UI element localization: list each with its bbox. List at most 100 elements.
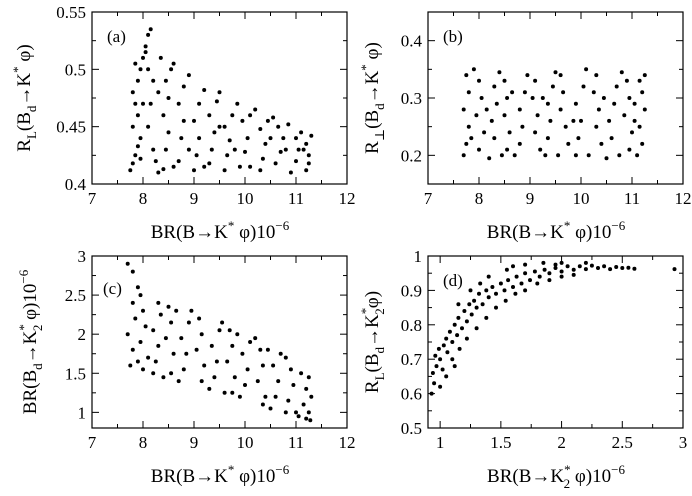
panel-a-point (278, 149, 283, 154)
panel-c-point (248, 340, 253, 344)
panel-d-point (474, 305, 479, 310)
panel-b-point (642, 107, 647, 112)
panel-a-point (207, 113, 212, 118)
panel-b-point (640, 90, 645, 95)
panel-c-x-tick-label: 12 (339, 433, 356, 452)
panel-a-y-tick-label: 0.4 (65, 175, 87, 194)
panel-b-point (502, 113, 507, 118)
panel-b-x-tick-label: 10 (573, 189, 590, 208)
panel-c-point (125, 261, 130, 266)
panel-a-point (146, 67, 151, 72)
panel-b-xlabel: BR(B→K* φ)10−6 (487, 218, 626, 243)
panel-d-point (477, 291, 481, 296)
panel-b-point (477, 147, 481, 152)
panel-c-point (301, 402, 306, 407)
panel-a-point (248, 164, 253, 169)
panel-c-y-tick-label: 1 (78, 403, 87, 422)
panel-a-point (283, 147, 288, 152)
panel-c-point (263, 394, 268, 399)
panel-c-point (294, 410, 298, 415)
panel-a-point (128, 168, 133, 173)
panel-c-point (176, 379, 181, 384)
panel-b-y-tick-label: 0.3 (401, 89, 422, 108)
panel-c-point (156, 343, 161, 348)
panel-c-y-tick-label: 1.5 (65, 364, 86, 383)
panel-a-point (158, 55, 163, 60)
panel-b-point (540, 96, 545, 100)
panel-b-point (561, 90, 566, 95)
panel-b-point (464, 73, 469, 78)
panel-a-point (258, 168, 263, 173)
panel-b-point (474, 113, 479, 118)
panel-d-point (589, 263, 594, 268)
panel-a-point (294, 136, 298, 141)
panel-a-point (309, 133, 314, 138)
panel-b-point (601, 96, 606, 100)
panel-c-point (308, 418, 313, 423)
panel-b-point (637, 78, 642, 83)
panel-b-point (571, 118, 576, 123)
panel-b-x-tick-label: 7 (424, 189, 433, 208)
panel-c-point (304, 386, 309, 391)
panel-c-point (230, 343, 235, 348)
panel-a-point (281, 136, 286, 141)
panel-b-points (461, 67, 647, 161)
panel-b-point (558, 73, 563, 78)
panel-a-point (209, 147, 214, 152)
panel-a-point (161, 167, 166, 172)
panel-c-y-tick-label: 3 (78, 247, 87, 266)
panel-a-point (240, 118, 245, 123)
panel-c-frame (91, 255, 348, 429)
panel-a-point (156, 170, 161, 175)
panel-c-point (237, 394, 242, 399)
panel-c-point (232, 375, 237, 380)
panel-d-point (457, 346, 462, 351)
panel-d-point (523, 262, 528, 267)
panel-d-xlabel: BR(B→K* 2 φ)10−6 (487, 462, 625, 491)
panel-c-point (141, 367, 145, 372)
panel-a-point (169, 67, 174, 72)
panel-b-point (630, 130, 634, 135)
panel-c-point (135, 285, 140, 290)
panel-c-point (151, 371, 156, 376)
panel-b-point (517, 141, 522, 146)
panel-a-point (135, 113, 140, 118)
panel-b-point (609, 136, 614, 141)
panel-b-point (617, 153, 622, 158)
panel-b-point (556, 153, 561, 158)
panel-c-point (271, 363, 276, 368)
panel-a-point (163, 147, 168, 152)
panel-d-x-tick-label: 1.5 (490, 433, 511, 452)
panel-b-point (640, 141, 645, 146)
panel-a-point (135, 78, 140, 83)
panel-c-point (212, 375, 217, 380)
panel-d-point (537, 274, 542, 279)
panel-d-point (433, 353, 438, 358)
panel-d-point (542, 267, 547, 272)
panel-d-point (494, 291, 498, 296)
panel-b-x-tick-label: 8 (475, 189, 484, 208)
panel-c-point (276, 379, 281, 384)
panel-d-point (434, 364, 439, 369)
panel-c-ylabel: BR(Bd→K*2 φ)10−6 (16, 269, 45, 414)
panel-c-point (146, 355, 151, 360)
panel-c-x-tick-label: 8 (139, 433, 148, 452)
panel-d-point (620, 266, 625, 270)
panel-c-point (288, 367, 293, 372)
panel-c-label: (c) (103, 279, 122, 298)
panel-d-point (452, 322, 457, 327)
panel-a-point (166, 130, 171, 135)
panel-a-point (299, 130, 304, 135)
panel-c-point (133, 316, 138, 321)
panel-c-point (304, 416, 309, 421)
svg-text:BR(B→K*2 φ)10−6: BR(B→K* 2 φ)10−6 (487, 462, 625, 491)
panel-c-point (171, 351, 176, 356)
panel-c-point (199, 332, 204, 337)
panel-d-point (503, 298, 508, 303)
panel-a-point (288, 170, 293, 175)
svg-text:BR(B→K* φ)10−6: BR(B→K* φ)10−6 (151, 462, 290, 487)
panel-c-point (283, 355, 288, 360)
panel-d-point (559, 269, 564, 274)
panel-a-y-tick-label: 0.55 (56, 3, 86, 22)
panel-a-point (237, 164, 242, 169)
